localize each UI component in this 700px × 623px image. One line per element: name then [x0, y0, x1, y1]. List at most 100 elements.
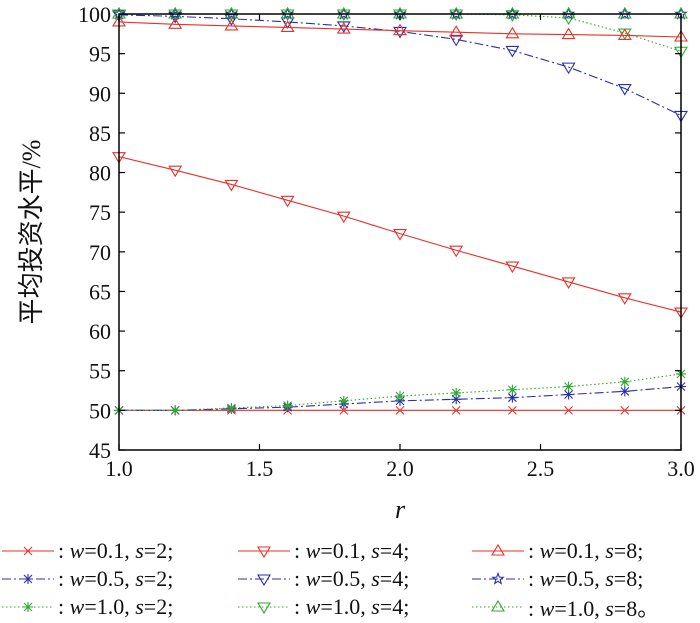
- data-point: [168, 6, 183, 19]
- data-point: [564, 405, 573, 415]
- data-point: [451, 387, 462, 398]
- y-tick-label: 75: [89, 200, 111, 225]
- legend-label: : w=0.1, s=2;: [58, 538, 174, 563]
- data-point: [336, 21, 351, 34]
- legend-swatch: [2, 602, 54, 612]
- data-point: [617, 6, 632, 19]
- data-point: [618, 6, 632, 20]
- data-point: [619, 386, 630, 397]
- series-3: [114, 368, 686, 416]
- legend-label: : w=0.5, s=8;: [528, 566, 644, 591]
- data-point: [508, 405, 517, 415]
- data-point: [168, 6, 182, 20]
- legend-swatch-marker: [257, 546, 271, 559]
- data-point: [395, 391, 405, 402]
- data-point: [561, 277, 576, 290]
- y-tick-label: 100: [78, 2, 111, 27]
- y-tick-label: 85: [89, 121, 111, 146]
- data-point: [561, 62, 576, 75]
- data-point: [507, 392, 518, 403]
- data-point: [393, 23, 407, 36]
- data-point: [336, 6, 351, 19]
- data-point: [336, 21, 351, 33]
- legend-swatch: [238, 546, 290, 559]
- x-tick-label: 3.0: [667, 456, 695, 481]
- data-point: [168, 17, 183, 29]
- legend-label: : w=0.5, s=2;: [58, 566, 174, 591]
- legend-item: : w=0.5, s=4;: [236, 566, 409, 592]
- data-point: [563, 381, 574, 392]
- x-axis-title: r: [395, 495, 406, 524]
- y-tick-label: 90: [89, 81, 111, 106]
- y-axis-title: 平均投资水平/%: [17, 140, 46, 325]
- legend-swatch: [472, 571, 524, 585]
- data-point: [224, 179, 239, 192]
- legend-swatch-marker: [491, 599, 505, 612]
- legend-label: : w=1.0, s=2;: [58, 594, 174, 619]
- data-point: [449, 6, 463, 20]
- legend-swatch: [2, 546, 54, 556]
- data-point: [561, 6, 576, 20]
- data-point: [449, 245, 464, 258]
- legend-item: : w=1.0, s=8。: [470, 594, 660, 621]
- series-line: [119, 386, 682, 411]
- legend-swatch: [472, 543, 524, 556]
- data-point: [224, 6, 239, 19]
- x-tick-label: 1.5: [246, 456, 274, 481]
- legend-swatch-marker: [23, 574, 33, 584]
- legend-swatch-marker: [491, 543, 505, 556]
- data-point: [393, 26, 407, 39]
- y-tick-label: 50: [89, 398, 111, 423]
- data-point: [226, 402, 237, 413]
- data-point: [451, 394, 462, 405]
- y-tick-label: 45: [89, 438, 111, 463]
- x-tick-label: 1.0: [105, 456, 133, 481]
- data-point: [449, 25, 464, 37]
- legend-item: : w=0.1, s=4;: [236, 538, 409, 564]
- data-point: [451, 405, 461, 415]
- chart-legend: : w=0.1, s=2;: w=0.1, s=4;: w=0.1, s=8;:…: [0, 536, 700, 621]
- data-point: [617, 83, 632, 96]
- data-point: [505, 6, 520, 19]
- data-point: [505, 261, 520, 274]
- y-tick-label: 60: [89, 319, 111, 344]
- data-point: [620, 405, 630, 415]
- series-5: [112, 10, 688, 123]
- legend-label: : w=0.1, s=4;: [294, 538, 410, 563]
- legend-swatch-marker: [257, 574, 271, 587]
- data-point: [224, 18, 239, 31]
- series-line: [118, 156, 682, 313]
- legend-item: : w=0.5, s=2;: [0, 566, 173, 592]
- legend-item: : w=1.0, s=2;: [0, 594, 173, 620]
- series-line: [119, 373, 682, 411]
- plot-area: [112, 6, 688, 416]
- data-point: [617, 293, 632, 305]
- data-point: [280, 20, 295, 33]
- data-point: [280, 195, 295, 208]
- legend-swatch-marker: [491, 571, 505, 585]
- data-point: [507, 384, 518, 395]
- series-1: [114, 405, 686, 415]
- legend-item: : w=1.0, s=4;: [236, 594, 409, 620]
- data-point: [505, 6, 520, 20]
- legend-label: : w=1.0, s=8。: [528, 596, 660, 621]
- y-tick-label: 80: [89, 161, 111, 186]
- data-point: [563, 389, 574, 400]
- series-line: [118, 21, 682, 38]
- data-point: [505, 26, 520, 39]
- data-point: [617, 28, 632, 40]
- y-tick-label: 70: [89, 240, 111, 265]
- data-point: [561, 27, 576, 40]
- data-point: [339, 405, 349, 415]
- data-point: [449, 34, 464, 47]
- data-point: [505, 45, 520, 58]
- data-point: [449, 6, 464, 19]
- x-tick-label: 2.0: [386, 456, 414, 481]
- legend-swatch-marker: [23, 602, 33, 612]
- plot-frame: [118, 13, 682, 451]
- y-tick-label: 55: [89, 359, 111, 384]
- data-point: [619, 376, 630, 387]
- legend-item: : w=0.5, s=8;: [470, 566, 643, 592]
- legend-swatch: [2, 574, 54, 584]
- data-point: [561, 6, 576, 19]
